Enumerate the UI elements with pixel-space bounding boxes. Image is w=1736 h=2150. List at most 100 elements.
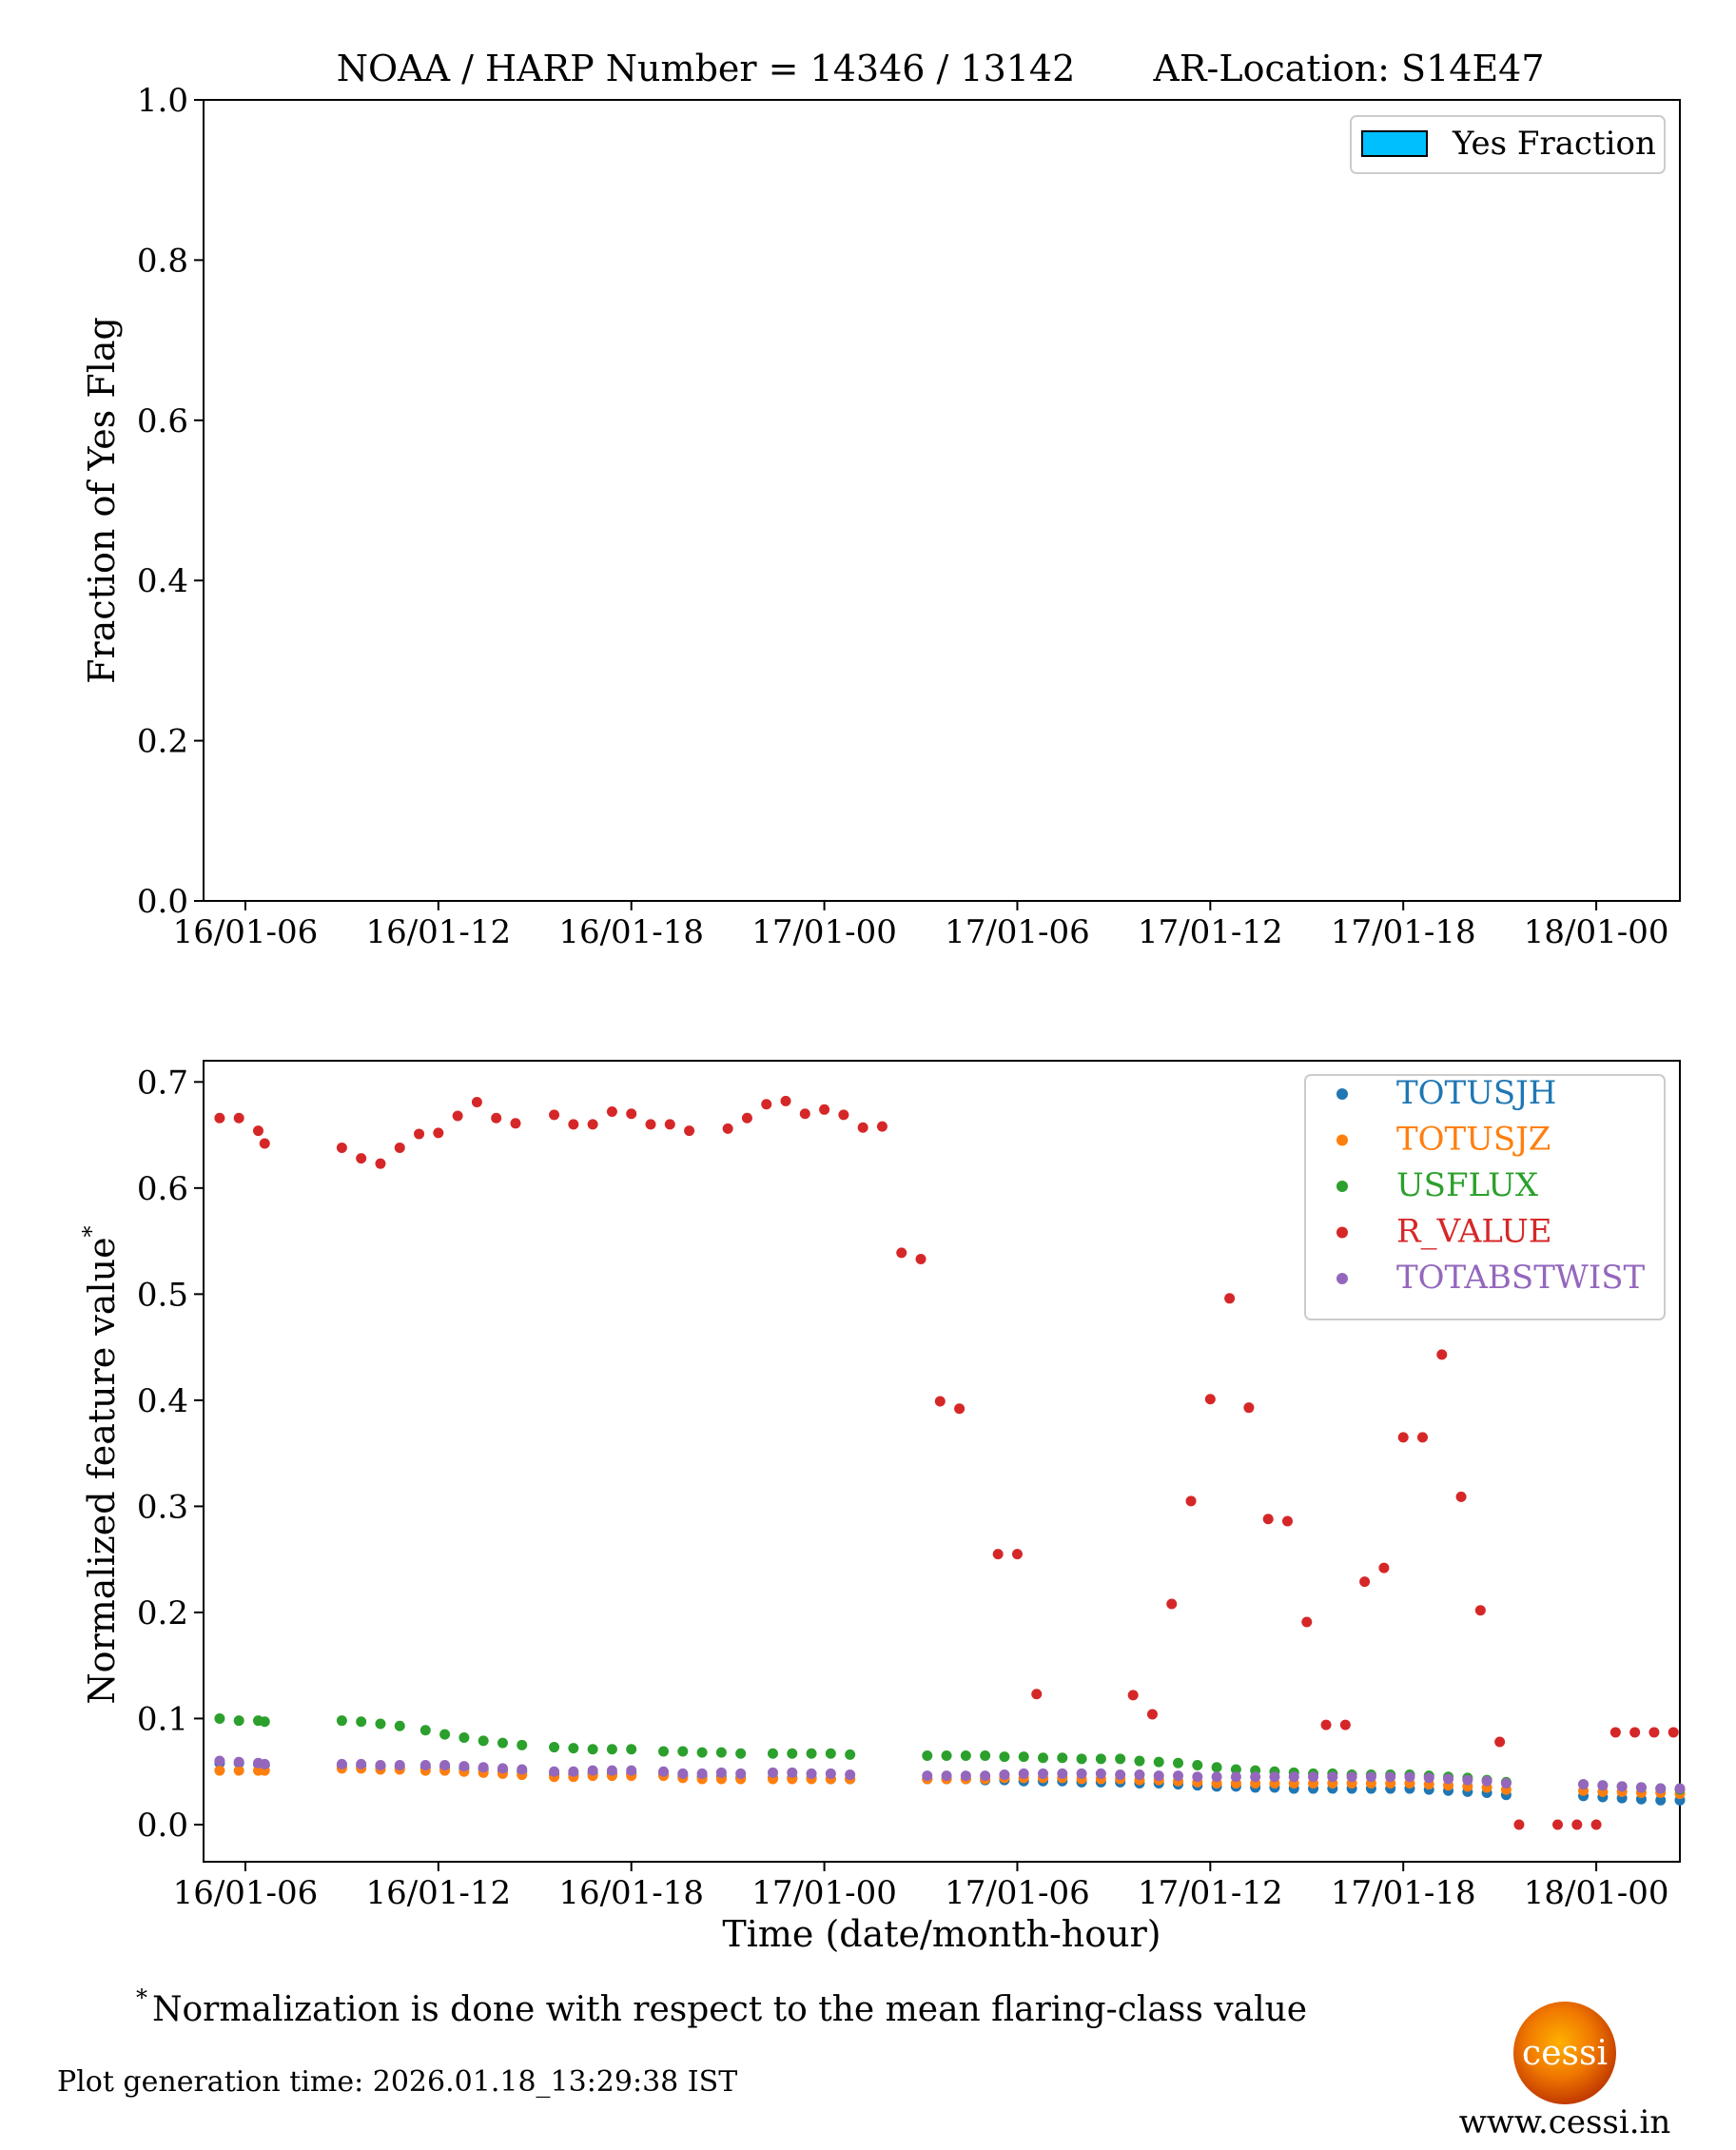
point-r-value: [761, 1099, 772, 1110]
bottom-y-axis-label-text: Normalized feature value: [81, 1237, 123, 1704]
point-r-value: [954, 1403, 966, 1415]
point-r-value: [1571, 1819, 1583, 1830]
point-usflux: [375, 1718, 386, 1730]
top-axes-frame: [203, 99, 1681, 902]
point-r-value: [1397, 1432, 1409, 1443]
bottom-y-tick-label: 0.1: [137, 1700, 188, 1738]
point-usflux: [1192, 1760, 1203, 1771]
bottom-y-axis-label: Normalized feature value*: [78, 1225, 123, 1704]
logo-text: cessi: [1522, 2034, 1608, 2073]
point-totabstwist: [1500, 1777, 1512, 1788]
point-r-value: [471, 1096, 482, 1107]
legend-marker: [1336, 1226, 1348, 1239]
top-y-tick-label: 0.2: [137, 723, 188, 761]
point-totabstwist: [394, 1760, 405, 1771]
point-r-value: [568, 1119, 579, 1130]
point-usflux: [1230, 1764, 1241, 1775]
point-r-value: [1609, 1727, 1621, 1738]
point-r-value: [645, 1119, 656, 1130]
point-totabstwist: [1481, 1775, 1492, 1787]
point-r-value: [549, 1109, 560, 1121]
bottom-y-tick-label: 0.6: [137, 1170, 188, 1208]
point-totabstwist: [941, 1770, 952, 1782]
point-totabstwist: [1173, 1770, 1184, 1782]
point-r-value: [1552, 1819, 1564, 1830]
point-totabstwist: [478, 1762, 489, 1773]
point-totusjh: [1655, 1794, 1667, 1806]
legend-marker: [1336, 1181, 1348, 1192]
plot-generation-time: Plot generation time: 2026.01.18_13:29:3…: [57, 2065, 737, 2099]
point-r-value: [741, 1112, 752, 1124]
point-r-value: [838, 1109, 849, 1121]
point-r-value: [1474, 1605, 1486, 1616]
point-r-value: [1301, 1616, 1313, 1628]
top-x-tick-label: 16/01-12: [365, 913, 511, 951]
point-totabstwist: [1308, 1771, 1319, 1783]
point-r-value: [1339, 1719, 1351, 1730]
point-totabstwist: [214, 1755, 225, 1767]
feature-legend: TOTUSJH TOTUSJZ USFLUX R_VALUE TOTABSTWIST: [1304, 1074, 1666, 1320]
point-r-value: [1127, 1690, 1139, 1701]
point-usflux: [549, 1742, 560, 1753]
point-usflux: [394, 1720, 405, 1731]
point-totusjz: [233, 1765, 244, 1776]
point-totabstwist: [658, 1766, 670, 1777]
point-totabstwist: [922, 1770, 933, 1782]
point-totabstwist: [715, 1767, 727, 1778]
bottom-y-tick-label: 0.3: [137, 1488, 188, 1526]
chart-title-location: AR-Location: S14E47: [1152, 48, 1544, 89]
point-r-value: [214, 1112, 225, 1124]
point-r-value: [1281, 1515, 1293, 1527]
point-usflux: [356, 1716, 367, 1728]
point-r-value: [1590, 1819, 1602, 1830]
top-y-tick-label: 1.0: [137, 82, 188, 120]
point-totabstwist: [1635, 1782, 1647, 1793]
point-totabstwist: [677, 1768, 689, 1779]
point-totabstwist: [1443, 1773, 1454, 1785]
point-r-value: [356, 1153, 367, 1164]
point-totabstwist: [1288, 1771, 1299, 1783]
feature-legend-box: [1304, 1074, 1666, 1320]
yes-fraction-panel: 0.00.20.40.60.81.0 16/01-06 16/01-12 16/01…: [81, 82, 1681, 951]
point-totabstwist: [568, 1766, 579, 1777]
point-r-value: [1262, 1514, 1274, 1525]
point-totabstwist: [259, 1758, 270, 1769]
point-r-value: [1416, 1432, 1428, 1443]
point-usflux: [1173, 1757, 1184, 1769]
point-totabstwist: [1616, 1781, 1628, 1792]
point-r-value: [1224, 1293, 1236, 1304]
point-r-value: [626, 1108, 637, 1120]
yes-fraction-legend: Yes Fraction: [1350, 115, 1666, 174]
point-usflux: [606, 1744, 617, 1755]
point-totabstwist: [1597, 1780, 1609, 1791]
point-usflux: [735, 1748, 747, 1759]
point-totabstwist: [517, 1764, 528, 1775]
sun-logo-icon: [1513, 2002, 1616, 2104]
point-totabstwist: [1385, 1771, 1396, 1783]
point-usflux: [517, 1739, 528, 1750]
cessi-url[interactable]: www.cessi.in: [1459, 2103, 1671, 2141]
top-y-tick-label: 0.0: [137, 883, 188, 921]
legend-yes-fraction: Yes Fraction: [1452, 125, 1656, 163]
point-r-value: [799, 1108, 810, 1120]
top-y-ticks: 0.0 0.2 0.4 0.6 0.8 1.0: [137, 82, 204, 921]
point-totabstwist: [1327, 1771, 1338, 1783]
point-totabstwist: [735, 1768, 747, 1779]
point-r-value: [1243, 1402, 1255, 1414]
point-r-value: [722, 1123, 733, 1134]
point-usflux: [626, 1744, 637, 1755]
point-usflux: [941, 1749, 952, 1761]
point-usflux: [259, 1716, 270, 1728]
point-usflux: [458, 1732, 470, 1744]
point-r-value: [934, 1396, 946, 1407]
legend-label: TOTABSTWIST: [1396, 1259, 1646, 1297]
point-usflux: [1038, 1752, 1049, 1764]
point-totabstwist: [845, 1769, 856, 1781]
feature-panel: 0.0 0.1 0.2 0.3 0.4 0.5 0.6 0.7 16/01-06 16/01-1…: [78, 1060, 1686, 1955]
point-totabstwist: [1365, 1771, 1376, 1783]
footnote-text: Normalization is done with respect to th…: [152, 1990, 1307, 2029]
point-totabstwist: [806, 1768, 817, 1779]
point-r-value: [915, 1254, 927, 1265]
bottom-y-tick-label: 0.7: [137, 1064, 188, 1102]
point-r-value: [1513, 1819, 1525, 1830]
